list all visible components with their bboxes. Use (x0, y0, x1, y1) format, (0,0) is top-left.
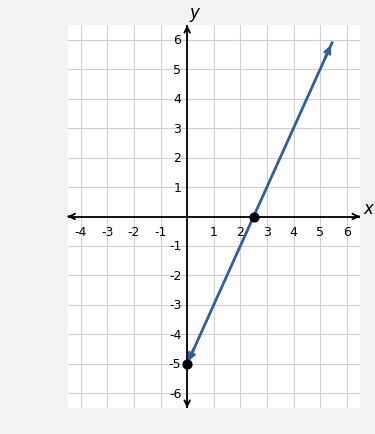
Text: 3: 3 (173, 122, 181, 135)
Text: 5: 5 (173, 64, 181, 76)
Point (184, 360, 190, 367)
Text: -3: -3 (169, 299, 181, 312)
Text: 4: 4 (173, 93, 181, 106)
Text: 3: 3 (263, 226, 271, 239)
Text: x: x (363, 200, 373, 218)
Text: 1: 1 (210, 226, 218, 239)
Text: -6: -6 (169, 387, 181, 400)
Text: -3: -3 (101, 226, 114, 239)
Text: y: y (190, 3, 200, 22)
Text: 5: 5 (316, 226, 324, 239)
Text: 6: 6 (343, 226, 351, 239)
Text: -4: -4 (75, 226, 87, 239)
Point (251, 214, 257, 220)
Text: -1: -1 (169, 240, 181, 253)
Text: 2: 2 (236, 226, 244, 239)
Text: 1: 1 (173, 181, 181, 194)
Text: -1: -1 (154, 226, 167, 239)
Text: 6: 6 (173, 34, 181, 47)
Text: -2: -2 (128, 226, 140, 239)
Text: -4: -4 (169, 328, 181, 341)
Text: 2: 2 (173, 152, 181, 165)
Text: 4: 4 (290, 226, 297, 239)
Text: -2: -2 (169, 269, 181, 282)
Text: -5: -5 (169, 358, 181, 370)
